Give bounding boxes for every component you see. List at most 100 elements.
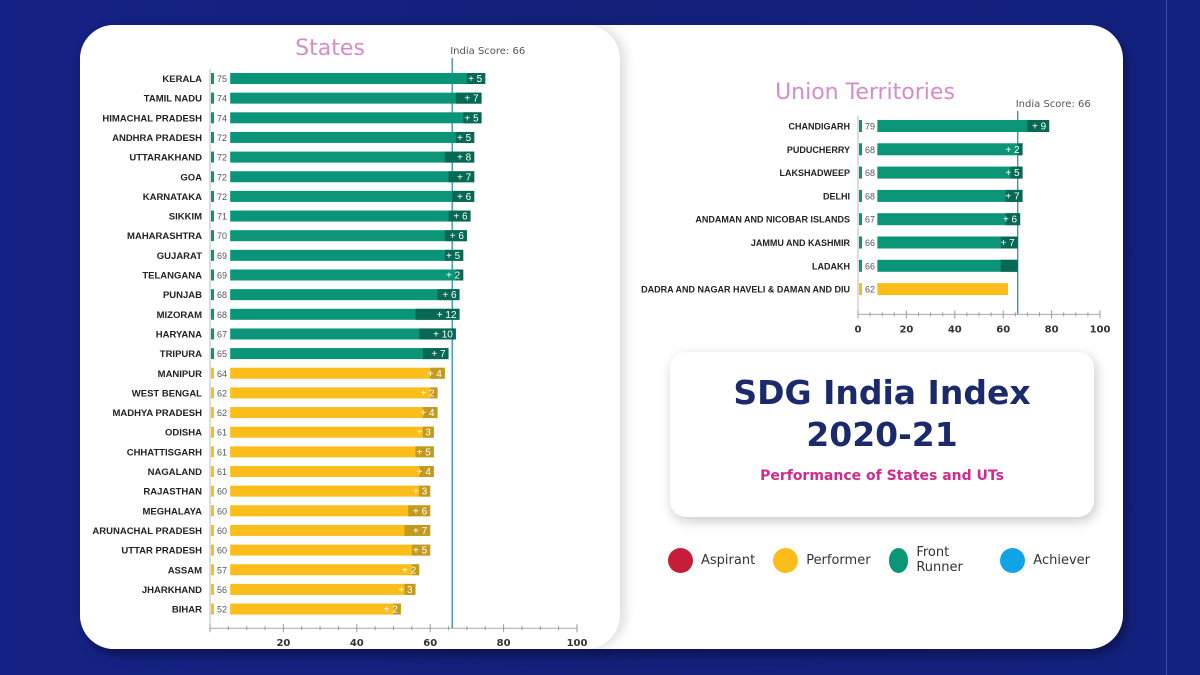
- change-label: + 3: [413, 487, 428, 498]
- change-segment: [419, 466, 434, 477]
- change-label: + 7: [457, 172, 472, 183]
- category-label: HARYANA: [156, 329, 202, 340]
- origin-tick-mark: [211, 603, 214, 615]
- origin-tick-mark: [859, 213, 862, 226]
- category-label: JHARKHAND: [142, 585, 202, 596]
- bar: [230, 131, 475, 143]
- legend-label: Front Runner: [916, 545, 963, 575]
- category-label: KARNATAKA: [143, 192, 202, 203]
- change-label: + 7: [413, 526, 428, 537]
- bar: [230, 524, 431, 536]
- bar: [230, 92, 482, 104]
- category-label: HIMACHAL PRADESH: [102, 113, 202, 124]
- change-segment: [430, 367, 445, 379]
- category-label: MANIPUR: [158, 369, 202, 380]
- origin-tick-mark: [859, 259, 862, 272]
- bar: [230, 505, 431, 517]
- main-title: SDG India Index: [733, 373, 1031, 412]
- origin-tick-mark: [211, 544, 214, 556]
- value-label: 60: [217, 526, 227, 536]
- change-segment: [455, 269, 464, 281]
- change-segment: [444, 151, 475, 163]
- change-label: + 10: [433, 329, 453, 340]
- bar: [877, 120, 1050, 132]
- category-label: MADHYA PRADESH: [112, 408, 202, 419]
- category-label: RAJASTHAN: [143, 487, 202, 498]
- aspirant-swatch-icon: [668, 547, 693, 573]
- category-label: MAHARASHTRA: [127, 231, 202, 242]
- origin-tick-mark: [211, 92, 214, 104]
- change-segment: [408, 505, 431, 517]
- category-label: CHHATTISGARH: [127, 447, 202, 458]
- category-label: PUNJAB: [163, 290, 202, 301]
- value-label: 69: [217, 251, 227, 261]
- value-label: 79: [865, 122, 875, 132]
- bar: [230, 269, 464, 281]
- change-segment: [444, 249, 464, 261]
- change-segment: [444, 230, 467, 242]
- origin-tick-mark: [211, 485, 214, 497]
- value-label: 68: [865, 191, 875, 201]
- title-card: SDG India Index 2020-21 Performance of S…: [670, 352, 1094, 517]
- x-tick-label: 60: [996, 324, 1010, 335]
- value-label: 74: [217, 94, 227, 104]
- origin-tick-mark: [211, 151, 214, 163]
- origin-tick-mark: [211, 249, 214, 261]
- bar: [877, 213, 1021, 226]
- x-tick-label: 60: [423, 638, 437, 649]
- change-label: + 6: [453, 212, 468, 223]
- value-label: 74: [217, 113, 227, 123]
- category-label: PUDUCHERRY: [787, 145, 850, 155]
- change-label: + 5: [413, 546, 428, 557]
- change-label: + 6: [1003, 215, 1018, 226]
- value-label: 72: [217, 192, 227, 202]
- change-segment: [422, 426, 434, 438]
- bar: [230, 171, 475, 183]
- origin-tick-mark: [211, 524, 214, 536]
- value-label: 57: [217, 565, 227, 575]
- category-label: CHANDIGARH: [789, 122, 851, 132]
- value-label: 61: [217, 467, 227, 477]
- value-label: 60: [217, 487, 227, 497]
- change-label: + 5: [446, 251, 461, 262]
- change-label: + 2: [384, 605, 399, 616]
- value-label: 61: [217, 447, 227, 457]
- change-label: + 8: [457, 153, 472, 164]
- x-tick-label: 100: [567, 638, 588, 649]
- category-label: JAMMU AND KASHMIR: [751, 238, 851, 248]
- main-title-year: 2020-21: [806, 415, 958, 454]
- change-label: + 12: [437, 310, 457, 321]
- change-label: + 5: [468, 74, 483, 85]
- change-segment: [448, 210, 471, 222]
- change-label: + 7: [431, 349, 446, 360]
- origin-tick-mark: [211, 426, 214, 438]
- change-label: + 2: [402, 565, 417, 576]
- category-label: TRIPURA: [160, 349, 202, 360]
- change-label: + 7: [1001, 238, 1016, 249]
- change-label: + 2: [1005, 145, 1020, 156]
- x-tick-label: 80: [1045, 324, 1059, 335]
- change-label: + 2: [420, 388, 435, 399]
- x-tick-label: 20: [276, 638, 290, 649]
- bar: [230, 230, 467, 242]
- category-label: ODISHA: [165, 428, 202, 439]
- origin-tick-mark: [211, 289, 214, 301]
- category-label: MIZORAM: [157, 310, 202, 321]
- category-label: DADRA AND NAGAR HAVELI & DAMAN AND DIU: [641, 285, 850, 295]
- change-label: + 7: [464, 94, 479, 105]
- change-label: + 3: [398, 585, 413, 596]
- change-segment: [1000, 259, 1018, 272]
- performer-swatch-icon: [773, 547, 799, 573]
- change-segment: [393, 603, 401, 615]
- origin-tick-mark: [211, 269, 214, 281]
- value-label: 68: [865, 145, 875, 155]
- category-label: ASSAM: [168, 565, 202, 576]
- x-tick-label: 40: [350, 638, 364, 649]
- change-segment: [430, 387, 438, 399]
- union-territories-chart: Union Territories India Score: 66 0 20 40 60 8…: [641, 80, 1110, 335]
- legend-item-performer: Performer: [773, 547, 871, 573]
- category-label: GUJARAT: [157, 251, 202, 262]
- origin-tick-mark: [211, 564, 214, 576]
- change-segment: [1010, 166, 1023, 179]
